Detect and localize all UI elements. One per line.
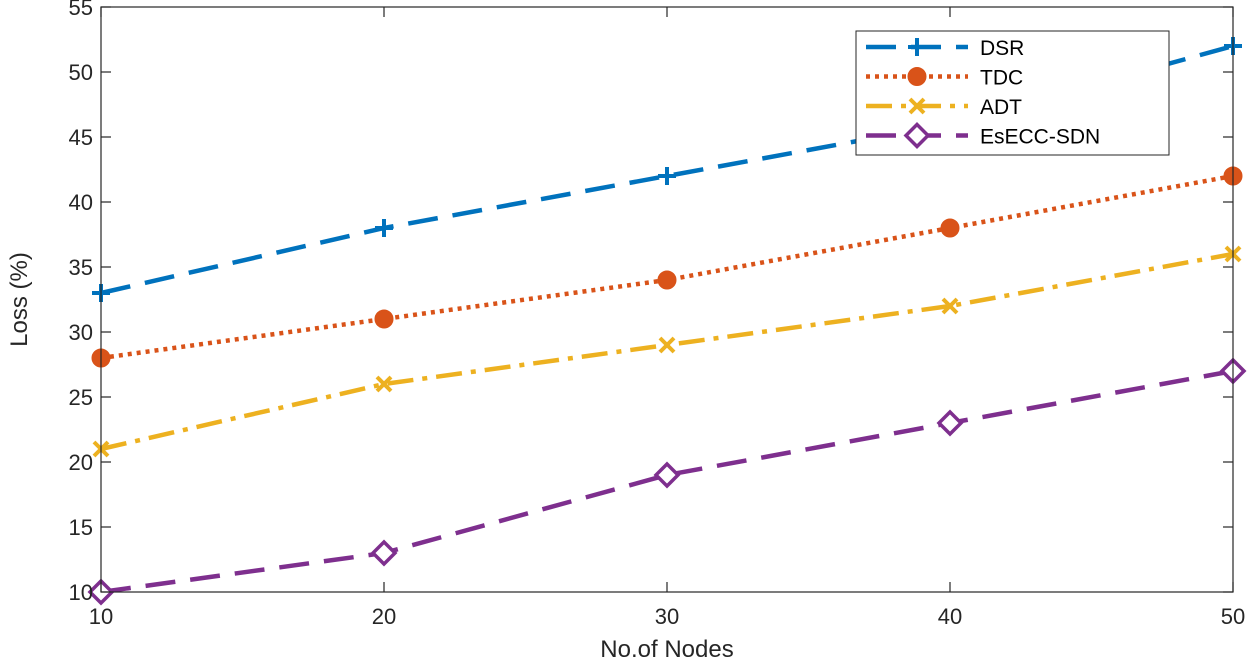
y-tick-label: 30	[69, 320, 93, 345]
x-tick-label: 30	[655, 604, 679, 629]
data-point-esecc-sdn	[936, 409, 964, 437]
y-tick-label: 40	[69, 190, 93, 215]
data-point-tdc	[657, 270, 677, 290]
data-point-esecc-sdn	[653, 461, 681, 489]
legend-marker-tdc	[907, 67, 927, 86]
legend-label-adt: ADT	[980, 96, 1022, 119]
data-point-esecc-sdn	[370, 539, 398, 567]
data-point-dsr	[375, 219, 393, 237]
legend-marker-dsr	[908, 38, 926, 56]
legend-marker-adt-b	[908, 97, 926, 115]
data-point-adt-b	[375, 375, 393, 393]
legend-label-dsr: DSR	[980, 37, 1024, 60]
x-axis-title: No.of Nodes	[600, 636, 733, 659]
series-line-esecc-sdn	[100, 368, 1234, 595]
data-point-adt	[375, 375, 393, 393]
data-point-dsr	[658, 167, 676, 185]
legend: DSR TDC ADT EsECC-SDN	[855, 30, 1170, 156]
y-tick-label: 45	[69, 125, 93, 150]
y-tick-label: 20	[69, 450, 93, 475]
legend-marker-adt	[908, 97, 926, 115]
data-point-tdc	[374, 309, 394, 329]
y-tick-label: 10	[69, 580, 93, 605]
x-tick-label: 40	[938, 604, 962, 629]
x-tick-label: 20	[372, 604, 396, 629]
legend-label-esecc-sdn: EsECC-SDN	[980, 126, 1100, 149]
series-line-tdc	[100, 173, 1234, 361]
y-tick-label: 15	[69, 515, 93, 540]
data-point-adt	[658, 336, 676, 354]
y-tick-label: 35	[69, 255, 93, 280]
data-point-adt	[941, 297, 959, 315]
x-tick-label: 10	[89, 604, 113, 629]
y-tick-label: 25	[69, 385, 93, 410]
y-axis-title: Loss (%)	[6, 252, 33, 347]
axes: 10 15 20 25 30 35 40 45 50 55 10 20 30 40 50	[69, 0, 1246, 629]
legend-label-tdc: TDC	[980, 67, 1023, 90]
x-tick-label: 50	[1221, 604, 1245, 629]
y-tick-label: 55	[69, 0, 93, 20]
data-point-tdc	[940, 218, 960, 238]
data-point-adt-b	[941, 297, 959, 315]
legend-marker-esecc-sdn	[903, 122, 931, 149]
data-point-adt-b	[658, 336, 676, 354]
y-tick-label: 50	[69, 60, 93, 85]
